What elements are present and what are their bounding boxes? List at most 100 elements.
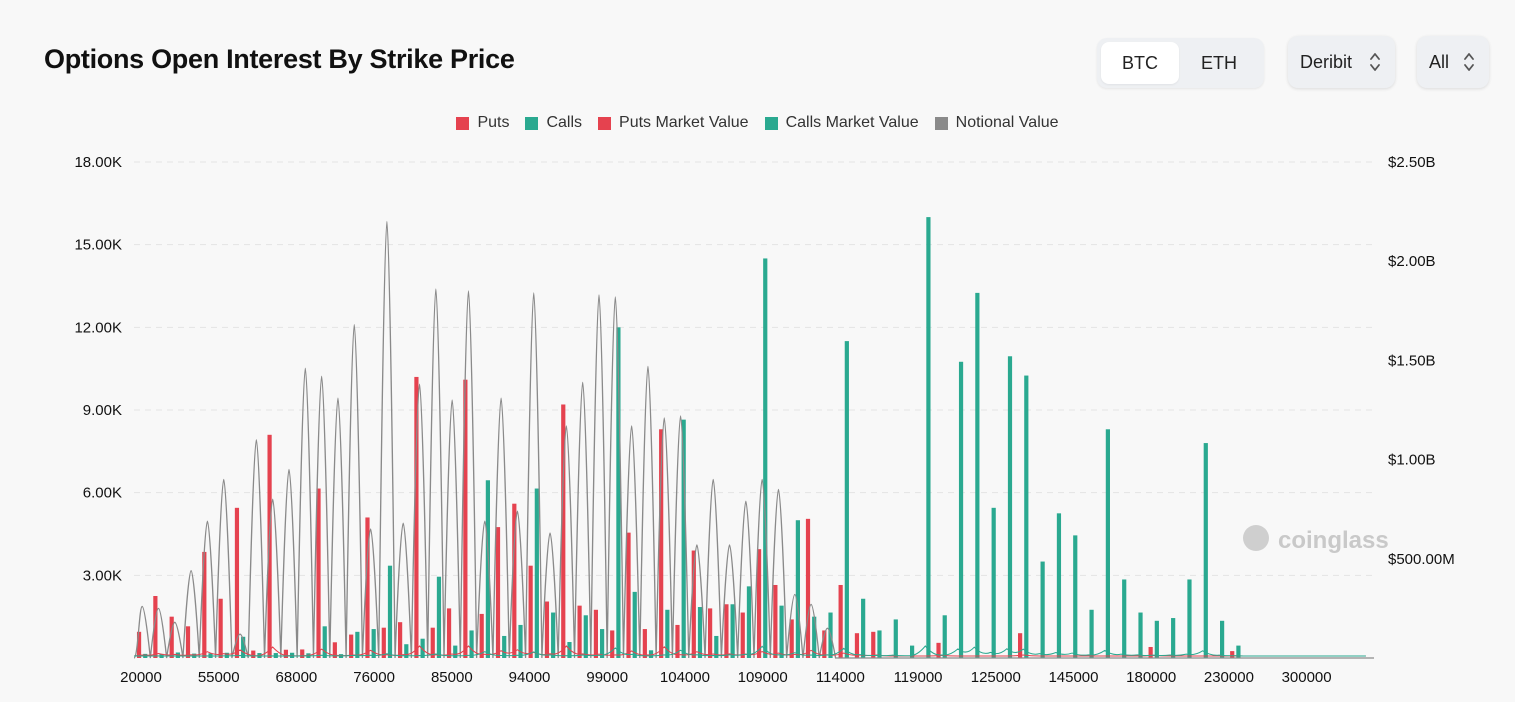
put-bar: [365, 517, 370, 658]
call-bar: [1105, 429, 1110, 658]
put-bar: [756, 549, 762, 658]
btc-tab[interactable]: BTC: [1101, 42, 1179, 84]
legend-notional-value[interactable]: Notional Value: [934, 114, 1059, 132]
call-bar: [387, 565, 393, 658]
put-bar: [544, 601, 550, 658]
put-bar: [153, 596, 158, 658]
chart-legend: Puts Calls Puts Market Value Calls Marke…: [0, 114, 1515, 132]
legend-label-puts-market-value: Puts Market Value: [619, 114, 749, 131]
x-axis-tick: 85000: [431, 669, 473, 686]
call-bar: [763, 258, 768, 658]
chevron-updown-icon: [1370, 53, 1380, 71]
legend-label-calls: Calls: [546, 114, 583, 131]
call-bar: [681, 419, 686, 658]
call-bar: [453, 645, 458, 658]
legend-swatch-puts: [456, 116, 470, 130]
call-bar: [518, 624, 523, 658]
put-bar: [740, 612, 745, 658]
call-bar: [1056, 513, 1062, 658]
y-axis-tick-left: 3.00K: [83, 567, 122, 584]
call-bar: [502, 635, 507, 658]
call-bar: [991, 507, 996, 658]
call-bar: [844, 341, 849, 658]
x-axis-tick: 119000: [894, 669, 943, 686]
call-bar: [942, 615, 947, 658]
legend-puts[interactable]: Puts: [456, 114, 509, 132]
legend-label-calls-market-value: Calls Market Value: [785, 114, 919, 131]
put-bar: [398, 622, 403, 658]
call-bar: [583, 615, 588, 658]
y-axis-tick-right: $500.00M: [1388, 551, 1455, 568]
call-bar: [648, 650, 654, 658]
legend-calls[interactable]: Calls: [525, 114, 582, 132]
y-axis-tick-left: 6.00K: [83, 485, 122, 502]
call-bar: [861, 598, 866, 658]
call-bar: [1171, 618, 1176, 658]
call-bar: [1073, 535, 1078, 658]
put-bar: [463, 379, 468, 658]
x-axis-tick: 145000: [1048, 669, 1098, 686]
put-bar: [789, 619, 794, 658]
legend-puts-market-value[interactable]: Puts Market Value: [598, 114, 749, 132]
page-title: Options Open Interest By Strike Price: [44, 44, 515, 74]
put-bar: [202, 551, 207, 658]
x-axis-tick: 180000: [1126, 669, 1176, 686]
x-axis-tick: 230000: [1204, 669, 1254, 686]
call-bar: [469, 630, 474, 658]
eth-tab[interactable]: ETH: [1201, 52, 1237, 73]
call-bar: [1089, 609, 1094, 658]
calls-market-value-line: [133, 645, 1366, 657]
y-axis-tick-left: 12.00K: [74, 319, 122, 336]
call-bar: [1122, 579, 1127, 658]
put-bar: [430, 627, 435, 658]
call-bar: [1040, 561, 1045, 658]
call-bar: [534, 488, 539, 658]
legend-swatch-puts-market-value: [598, 116, 612, 130]
call-bar: [877, 630, 882, 658]
put-bar: [332, 642, 337, 658]
put-bar: [871, 631, 876, 658]
exchange-select-value: Deribit: [1300, 51, 1353, 72]
put-bar: [1148, 646, 1153, 658]
put-bar: [577, 605, 582, 658]
call-bar: [958, 361, 964, 658]
y-axis-tick-left: 18.00K: [74, 154, 122, 171]
put-bar: [724, 604, 729, 658]
put-bar: [675, 624, 680, 658]
x-axis-tick: 104000: [660, 669, 710, 686]
call-bar: [241, 636, 246, 658]
put-bar: [169, 616, 174, 658]
call-bar: [355, 631, 360, 658]
put-bar: [610, 630, 615, 658]
call-bar: [1236, 645, 1241, 658]
put-bar: [642, 629, 647, 658]
call-bar: [436, 576, 442, 658]
y-axis-tick-right: $1.50B: [1388, 352, 1436, 369]
put-bar: [561, 404, 566, 658]
range-select[interactable]: All: [1417, 36, 1489, 88]
x-axis-tick: 114000: [816, 669, 865, 686]
x-axis-tick: 99000: [586, 669, 628, 686]
y-axis-tick-right: $2.50B: [1388, 154, 1436, 171]
call-bar: [665, 609, 670, 658]
chevron-updown-icon: [1464, 53, 1474, 71]
x-axis-tick: 125000: [971, 669, 1021, 686]
put-bar: [512, 503, 517, 658]
x-axis-tick: 76000: [353, 669, 395, 686]
exchange-select[interactable]: Deribit: [1288, 36, 1395, 88]
notional-value-line: [133, 220, 1374, 659]
call-bar: [714, 635, 719, 658]
put-bar: [251, 650, 256, 658]
legend-calls-market-value[interactable]: Calls Market Value: [764, 114, 919, 132]
call-bar: [795, 520, 800, 658]
put-bar: [805, 518, 811, 658]
call-bar: [893, 619, 898, 658]
call-bar: [1220, 620, 1225, 658]
y-axis-tick-right: $1.00B: [1388, 452, 1436, 469]
put-bar: [495, 527, 501, 658]
call-bar: [697, 607, 703, 658]
legend-swatch-calls-market-value: [764, 116, 778, 130]
call-bar: [551, 612, 556, 658]
x-axis-tick: 55000: [198, 669, 240, 686]
